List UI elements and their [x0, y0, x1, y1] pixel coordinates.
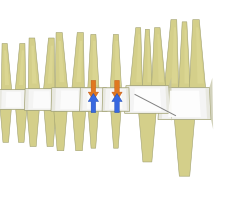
Polygon shape — [115, 42, 121, 86]
Polygon shape — [44, 39, 55, 89]
Polygon shape — [72, 33, 84, 88]
Polygon shape — [92, 42, 98, 86]
Polygon shape — [179, 23, 190, 88]
Polygon shape — [76, 42, 82, 83]
Polygon shape — [4, 51, 9, 86]
Polygon shape — [87, 91, 100, 109]
Polygon shape — [60, 91, 79, 109]
Polygon shape — [164, 21, 179, 88]
Polygon shape — [88, 112, 98, 148]
Polygon shape — [82, 89, 104, 111]
Polygon shape — [158, 88, 211, 120]
Polygon shape — [54, 112, 67, 151]
Polygon shape — [152, 29, 165, 86]
Polygon shape — [0, 90, 29, 110]
Polygon shape — [28, 39, 40, 89]
Polygon shape — [189, 21, 205, 88]
Polygon shape — [209, 78, 213, 130]
Polygon shape — [142, 30, 152, 86]
Polygon shape — [28, 90, 55, 110]
Polygon shape — [162, 89, 207, 119]
Polygon shape — [27, 111, 39, 147]
Polygon shape — [196, 28, 204, 84]
Polygon shape — [1, 91, 26, 109]
Polygon shape — [16, 110, 27, 143]
Polygon shape — [157, 35, 164, 83]
Polygon shape — [133, 89, 161, 112]
Polygon shape — [19, 51, 24, 86]
Polygon shape — [33, 92, 50, 109]
FancyArrow shape — [88, 81, 99, 101]
Polygon shape — [0, 110, 11, 143]
Polygon shape — [105, 89, 127, 111]
Polygon shape — [169, 78, 172, 122]
Polygon shape — [51, 88, 88, 112]
Polygon shape — [72, 112, 86, 151]
Polygon shape — [24, 89, 59, 111]
Polygon shape — [128, 87, 167, 113]
FancyArrow shape — [112, 81, 122, 101]
Polygon shape — [139, 114, 156, 162]
Polygon shape — [1, 44, 12, 90]
Polygon shape — [168, 91, 201, 117]
Polygon shape — [80, 88, 107, 112]
Polygon shape — [174, 120, 195, 176]
Polygon shape — [184, 30, 189, 84]
Polygon shape — [130, 29, 142, 86]
Polygon shape — [110, 35, 122, 88]
Polygon shape — [44, 111, 56, 147]
Polygon shape — [111, 112, 121, 148]
Polygon shape — [6, 93, 21, 108]
FancyArrow shape — [112, 94, 122, 113]
Polygon shape — [88, 35, 99, 88]
Polygon shape — [55, 89, 84, 111]
FancyArrow shape — [88, 94, 99, 113]
Polygon shape — [48, 46, 53, 84]
Polygon shape — [171, 28, 177, 84]
Polygon shape — [31, 46, 37, 84]
Polygon shape — [15, 44, 26, 90]
Polygon shape — [136, 35, 141, 83]
Polygon shape — [147, 37, 151, 83]
Polygon shape — [125, 86, 170, 114]
Polygon shape — [102, 88, 130, 112]
Polygon shape — [58, 42, 64, 83]
Polygon shape — [109, 91, 122, 109]
Polygon shape — [55, 33, 68, 88]
